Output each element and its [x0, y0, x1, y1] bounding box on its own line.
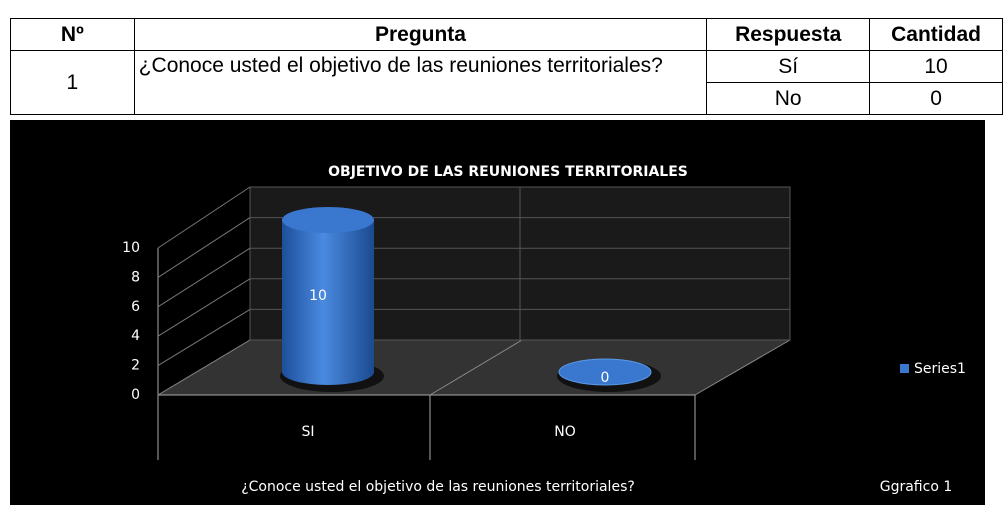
y-tick-label: 10 — [122, 240, 140, 256]
header-cell: Cantidad — [869, 18, 1003, 51]
floor — [158, 340, 790, 395]
header-row: Nº Pregunta Respuesta Cantidad — [10, 18, 1003, 51]
number-cell: 1 — [10, 50, 135, 115]
value-label: 10 — [309, 288, 327, 304]
floor-side — [429, 339, 523, 396]
y-tick-label: 6 — [131, 299, 140, 315]
y-tick-label: 0 — [131, 387, 140, 403]
header-cell: Nº — [10, 18, 135, 51]
answer-cell: Sí — [706, 50, 871, 83]
data-table: Nº Pregunta Respuesta Cantidad 1 ¿Conoce… — [10, 18, 1003, 115]
grid-line — [157, 217, 251, 278]
legend-swatch — [900, 364, 909, 373]
grid-line — [157, 278, 251, 337]
x-tick-label: NO — [554, 424, 576, 440]
y-tick-label: 8 — [131, 269, 140, 285]
answer-cell: No — [706, 82, 871, 115]
value-label: 0 — [601, 370, 610, 386]
floor-side — [694, 339, 791, 396]
y-tick-label: 4 — [131, 328, 140, 344]
grid-line — [157, 339, 251, 396]
legend-label: Series1 — [914, 361, 966, 377]
header-cell: Respuesta — [706, 18, 871, 51]
grid-line — [157, 186, 251, 249]
bar-top — [282, 207, 374, 233]
chart-title: OBJETIVO DE LAS REUNIONES TERRITORIALES — [328, 164, 688, 180]
caption: Ggrafico 1 — [880, 479, 953, 495]
x-tick-label: SI — [301, 424, 314, 440]
bar — [558, 358, 652, 386]
grid-line — [157, 308, 251, 367]
chart: OBJETIVO DE LAS REUNIONES TERRITORIALES … — [10, 120, 985, 505]
count-cell: 10 — [869, 50, 1003, 83]
x-axis-label: ¿Conoce usted el objetivo de las reunion… — [241, 479, 635, 495]
question-cell: ¿Conoce usted el objetivo de las reunion… — [133, 50, 708, 115]
count-cell: 0 — [869, 82, 1003, 115]
header-cell: Pregunta — [133, 18, 708, 51]
grid-line — [157, 247, 251, 308]
bar — [282, 220, 374, 385]
y-tick-label: 2 — [131, 358, 140, 374]
